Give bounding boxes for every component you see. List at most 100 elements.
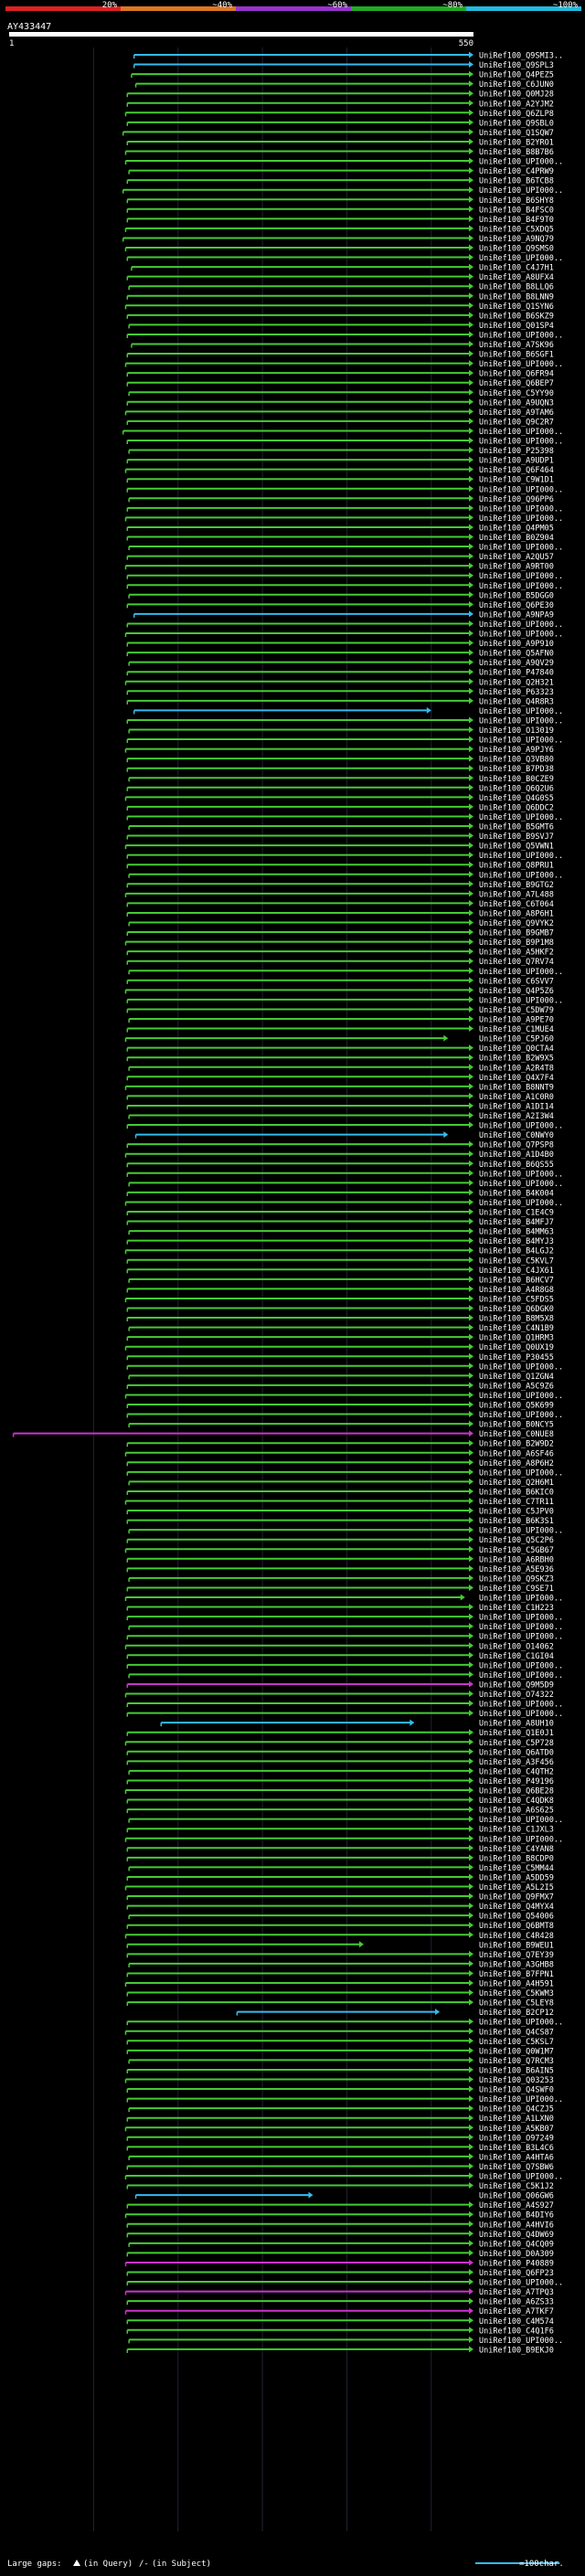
hit-arrow [469,1430,473,1437]
hit-label: UniRef100_Q6FR94 [479,370,554,379]
hit-label: UniRef100_Q4CQ09 [479,2240,554,2249]
hit-arrow [308,2191,314,2199]
hit-arrow [469,1295,473,1302]
hit-row: UniRef100_A5HKF2 [126,948,554,958]
hit-label: UniRef100_Q06GW6 [479,2192,554,2201]
hit-label: UniRef100_Q6DGK0 [479,1305,554,1314]
hit-row: UniRef100_Q2H321 [124,678,554,687]
hit-arrow [469,1757,473,1765]
hit-arrow [469,697,473,705]
hit-row: UniRef100_A4HTA6 [128,2153,554,2162]
hit-label: UniRef100_A9P910 [479,640,554,649]
hit-arrow [469,1382,473,1389]
hit-label: UniRef100_UPI000.. [479,504,563,514]
hit-arrow [469,1073,473,1080]
hit-row: UniRef100_Q7PSP8 [126,1140,554,1150]
hit-arrow [469,630,473,637]
hit-row: UniRef100_UPI000.. [128,1526,563,1536]
hit-label: UniRef100_C4YAN8 [479,1845,554,1854]
hit-label: UniRef100_B9EKJ0 [479,2346,554,2355]
hit-arrow [469,2124,473,2131]
hit-label: UniRef100_A6RBH0 [479,1555,554,1564]
hit-label: UniRef100_Q4CZJ5 [479,2105,554,2115]
hit-arrow [443,1131,449,1139]
hit-label: UniRef100_A1D4B0 [479,1150,554,1160]
scale-segment [121,6,236,11]
hit-arrow [469,1352,473,1360]
hit-label: UniRef100_UPI000.. [479,716,563,726]
hit-arrow [469,1170,473,1177]
hit-arrow [469,2047,473,2054]
hit-label: UniRef100_B6TCB8 [479,177,554,186]
hit-label: UniRef100_Q4PEZ5 [479,71,554,80]
hit-arrow [469,1950,473,1957]
hit-arrow [469,562,473,569]
hit-arrow [469,485,473,493]
hit-arrow [469,1498,473,1504]
hit-label: UniRef100_C5YY90 [479,389,554,398]
hit-row: UniRef100_B6SHY8 [126,196,554,206]
hit-row: UniRef100_Q4R8R3 [126,697,554,706]
hit-label: UniRef100_Q7EY39 [479,1951,554,1960]
hit-arrow [469,80,473,88]
hit-label: UniRef100_UPI000.. [479,1122,563,1131]
hit-label: UniRef100_UPI000.. [479,968,563,977]
hit-label: UniRef100_UPI000.. [479,1362,563,1372]
hit-label: UniRef100_Q6F464 [479,466,554,475]
hit-arrow [469,1632,473,1639]
hit-arrow [469,1536,473,1543]
hit-row: UniRef100_Q5VWN1 [124,842,554,852]
hit-arrow [469,1305,473,1311]
hit-row: UniRef100_UPI000.. [126,1613,563,1623]
hit-label: UniRef100_B8LNN9 [479,292,554,302]
hit-arrow [469,360,473,367]
hit-label: UniRef100_Q6BE28 [479,1787,554,1797]
hit-arrow [469,2076,473,2083]
hit-label: UniRef100_UPI000.. [479,1623,563,1632]
hit-label: UniRef100_B0CZE9 [479,775,554,784]
hit-label: UniRef100_B6K3S1 [479,1517,554,1526]
hit-label: UniRef100_UPI000.. [479,1180,563,1189]
hit-row: UniRef100_C5GB67 [124,1545,554,1555]
hit-label: UniRef100_C6JUN0 [479,80,554,90]
hit-row: UniRef100_B3L4C6 [126,2143,554,2153]
hit-label: UniRef100_UPI000.. [479,514,563,524]
hit-label: UniRef100_C5XDQ5 [479,225,554,234]
hit-row: UniRef100_UPI000.. [126,2018,563,2028]
hit-row: UniRef100_UPI000.. [124,360,563,369]
hit-arrow [469,1324,473,1331]
hit-label: UniRef100_B2YRO1 [479,138,554,147]
hit-arrow [469,1854,473,1861]
hit-arrow [469,196,473,203]
hit-arrow [469,1517,473,1524]
hit-row: UniRef100_P40889 [124,2259,554,2268]
hit-label: UniRef100_UPI000.. [479,428,563,437]
hit-label: UniRef100_A9PJY6 [479,746,554,755]
hit-label: UniRef100_Q7PSP8 [479,1141,554,1150]
hit-row: UniRef100_Q7EY39 [126,1950,554,1960]
hit-arrow [469,890,473,897]
hit-label: UniRef100_Q1HRM3 [479,1334,554,1343]
hit-arrow [469,2259,473,2266]
hit-label: UniRef100_A9TAM6 [479,408,554,418]
hit-label: UniRef100_Q6PE30 [479,601,554,610]
hit-row: UniRef100_B0NCY5 [128,1420,554,1430]
hit-label: UniRef100_B6QS55 [479,1161,554,1170]
hit-arrow [469,1729,473,1736]
hit-arrow [469,234,473,241]
hit-arrow [469,186,473,194]
hit-arrow [469,812,473,820]
hit-row: UniRef100_B8NNT9 [124,1083,554,1092]
hit-label: UniRef100_Q5K699 [479,1402,554,1411]
hit-label: UniRef100_B2CP12 [479,2009,554,2018]
hit-row: UniRef100_Q9VYK2 [128,919,554,928]
hit-arrow [469,157,473,164]
hit-label: UniRef100_Q2H321 [479,678,554,687]
hit-label: UniRef100_C1JXL3 [479,1826,554,1835]
hit-arrow [358,1941,364,1948]
hit-row: UniRef100_C4YAN8 [126,1844,554,1854]
hit-row: UniRef100_UPI000.. [126,1700,563,1710]
hit-label: UniRef100_Q7RCM3 [479,2057,554,2066]
hit-label: UniRef100_UPI000.. [479,1701,563,1710]
hit-row: UniRef100_A5C9Z6 [126,1382,554,1391]
